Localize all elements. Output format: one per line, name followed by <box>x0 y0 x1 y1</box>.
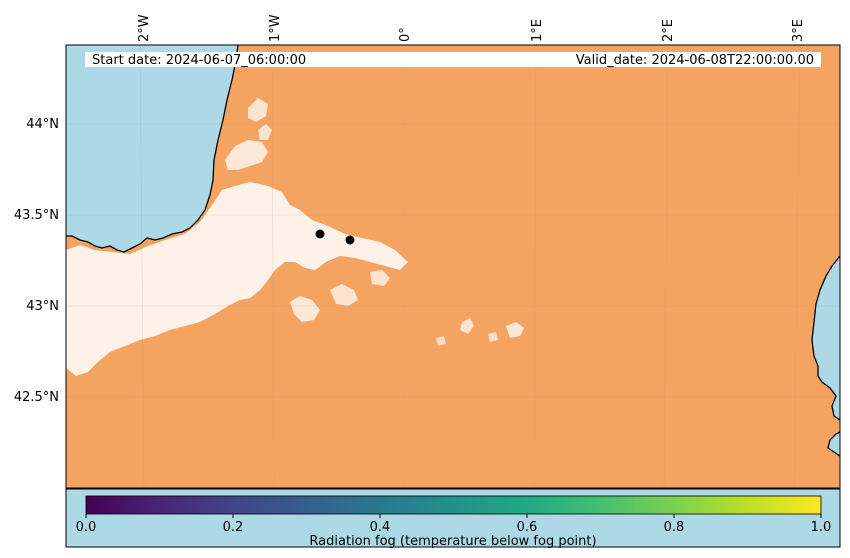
lon-tick-label: 0° <box>398 27 413 42</box>
lat-tick-label: 42.5°N <box>14 390 59 405</box>
map-area <box>66 45 840 488</box>
colorbar-ticks <box>85 514 822 518</box>
point-1 <box>315 229 325 239</box>
point-2 <box>345 235 355 245</box>
coastline <box>66 45 239 253</box>
colorbar <box>85 495 822 515</box>
lat-tick-label: 43°N <box>26 299 59 314</box>
colorbar-label: Radiation fog (temperature below fog poi… <box>309 534 596 549</box>
lat-tick-label: 44°N <box>26 117 59 132</box>
lon-tick-label: 3°E <box>791 19 806 42</box>
colorbar-tick-label: 0.4 <box>370 520 391 535</box>
valid-date: Valid_date: 2024-06-08T22:00:00.00 <box>576 53 814 68</box>
lon-tick-label: 2°E <box>661 19 676 42</box>
lon-tick-label: 1°E <box>530 19 545 42</box>
colorbar-tick-label: 0.8 <box>664 520 685 535</box>
colorbar-tick-label: 0.0 <box>76 520 97 535</box>
colorbar-tick-label: 0.2 <box>223 520 244 535</box>
date-box <box>85 52 821 67</box>
coastline-east <box>811 255 840 457</box>
lon-tick-label: 2°W <box>137 14 152 42</box>
lat-tick-label: 43.5°N <box>14 208 59 223</box>
map-frame <box>65 44 841 489</box>
colorbar-tick-label: 0.6 <box>517 520 538 535</box>
colorbar-tick-label: 1.0 <box>811 520 832 535</box>
lon-tick-label: 1°W <box>268 14 283 42</box>
graticule <box>66 45 840 488</box>
start-date: Start date: 2024-06-07_06:00:00 <box>92 53 306 68</box>
